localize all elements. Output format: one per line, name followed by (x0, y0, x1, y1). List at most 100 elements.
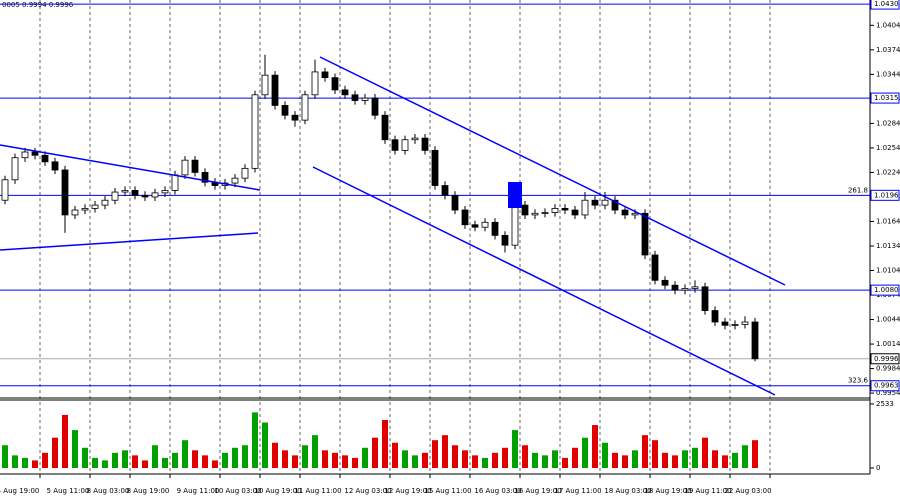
x-tick-label: 8 Aug 03:00 (87, 487, 130, 495)
volume-bar (272, 442, 278, 468)
volume-bar (592, 425, 598, 468)
volume-bar (202, 455, 208, 468)
last-price-box (870, 353, 900, 365)
candle-body (621, 209, 629, 216)
candle-body (721, 321, 729, 326)
x-tick-label: 18 Aug 19:00 (644, 487, 691, 495)
volume-bar (332, 452, 338, 468)
volume-bar (52, 437, 58, 468)
volume-bar (292, 455, 298, 468)
y-tick-label: 1.0404 (876, 21, 900, 29)
volume-bar (662, 452, 668, 468)
candle-body (341, 89, 349, 96)
level-label-box (870, 189, 900, 201)
candle-body (291, 114, 299, 121)
candle-body (281, 105, 289, 116)
volume-bar (642, 435, 648, 468)
volume-bar (742, 445, 748, 468)
volume-bar (2, 445, 8, 468)
candle-body (611, 199, 619, 211)
candle-body (431, 149, 439, 186)
candle-body (41, 154, 49, 163)
volume-bar (702, 437, 708, 468)
x-tick-label: 4 Aug 19:00 (0, 487, 39, 495)
candle-body (711, 310, 719, 323)
y-tick-label: 0.9954 (876, 389, 900, 397)
volume-bar (312, 435, 318, 468)
volume-bar (552, 450, 558, 468)
candle-body (71, 209, 79, 216)
volume-bar (722, 455, 728, 468)
volume-bar (12, 455, 18, 468)
candle-body (441, 185, 449, 196)
level-label-box (870, 92, 900, 104)
volume-bar (512, 430, 518, 468)
x-tick-label: 22 Aug 03:00 (724, 487, 771, 495)
candle-body (631, 212, 639, 216)
signal-box (508, 182, 522, 208)
level-label-box (870, 284, 900, 296)
candle-body (451, 194, 459, 211)
y-tick-label: 1.0104 (876, 267, 900, 275)
fib-label: 261.8 (848, 186, 868, 194)
x-tick-label: 19 Aug 11:00 (684, 487, 731, 495)
trend-line (0, 144, 261, 191)
x-tick-label: 10 Aug 19:00 (254, 487, 301, 495)
candle-body (151, 192, 159, 198)
y-tick-label: 1.0014 (876, 340, 900, 348)
candle-body (111, 191, 119, 201)
candle-body (741, 321, 749, 325)
volume-bar (302, 445, 308, 468)
candle-body (231, 177, 239, 184)
candle-body (371, 97, 379, 116)
volume-bar (492, 452, 498, 468)
x-tick-label: 9 Aug 11:00 (177, 487, 220, 495)
candle-body (141, 194, 149, 198)
candle-body (311, 71, 319, 96)
candle-body (91, 204, 99, 209)
volume-bar (102, 460, 108, 468)
candle-body (601, 199, 609, 206)
volume-bar (562, 457, 568, 468)
candle-body (1, 179, 9, 201)
candle-body (661, 279, 669, 286)
candle-body (191, 159, 199, 173)
candle-body (171, 174, 179, 191)
volume-bar (342, 455, 348, 468)
volume-bar (692, 447, 698, 468)
volume-bar (372, 437, 378, 468)
candle-body (261, 74, 269, 96)
y-tick-label: 1.0374 (876, 46, 900, 54)
candle-body (121, 190, 129, 193)
volume-bar (242, 445, 248, 468)
volume-bar (442, 435, 448, 468)
volume-bar (152, 445, 158, 468)
x-tick-label: 16 Aug 19:00 (514, 487, 561, 495)
volume-bar (262, 422, 268, 468)
volume-bar (712, 450, 718, 468)
candle-body (681, 288, 689, 291)
volume-bar (612, 452, 618, 468)
volume-bar (392, 442, 398, 468)
candle-body (361, 97, 369, 101)
volume-bar (142, 460, 148, 468)
volume-bar (402, 450, 408, 468)
y-tick-label: 1.0254 (876, 144, 900, 152)
y-tick-label: 1.0344 (876, 70, 900, 78)
volume-bar (212, 460, 218, 468)
y-tick-label: 0 (876, 464, 880, 472)
level-label: 1.0080 (874, 286, 899, 294)
volume-bar (92, 457, 98, 468)
x-tick-label: 8 Aug 19:00 (127, 487, 170, 495)
candle-body (461, 209, 469, 226)
volume-bar (72, 430, 78, 468)
header: 0005 0.9994 0.9996 (2, 1, 74, 9)
channel-line (319, 56, 786, 286)
candle-body (201, 172, 209, 183)
volume-bar (182, 440, 188, 468)
candle-body (481, 221, 489, 228)
volume-bar (622, 455, 628, 468)
candle-body (511, 204, 519, 246)
candle-body (381, 114, 389, 141)
